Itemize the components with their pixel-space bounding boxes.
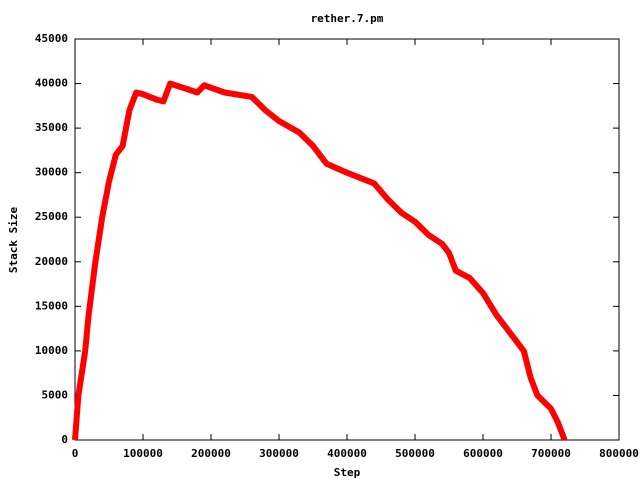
y-tick-label: 30000 xyxy=(35,166,68,179)
x-tick-label: 500000 xyxy=(395,447,435,460)
x-tick-label: 700000 xyxy=(531,447,571,460)
x-axis-label: Step xyxy=(334,466,361,479)
data-line xyxy=(72,80,568,442)
y-tick-label: 40000 xyxy=(35,77,68,90)
y-axis-label: Stack Size xyxy=(7,207,20,274)
y-tick-label: 10000 xyxy=(35,344,68,357)
x-tick-label: 600000 xyxy=(463,447,503,460)
y-tick-label: 35000 xyxy=(35,121,68,134)
x-tick-label: 400000 xyxy=(327,447,367,460)
plot-border xyxy=(74,38,620,441)
y-tick-label: 20000 xyxy=(35,255,68,268)
y-tick-label: 15000 xyxy=(35,299,68,312)
y-tick-label: 45000 xyxy=(35,32,68,45)
x-tick-label: 100000 xyxy=(123,447,163,460)
x-tick-label: 300000 xyxy=(259,447,299,460)
x-tick-label: 200000 xyxy=(191,447,231,460)
chart-title: rether.7.pm xyxy=(311,12,384,25)
y-tick-label: 25000 xyxy=(35,210,68,223)
y-tick-label: 5000 xyxy=(42,388,69,401)
x-tick-label: 0 xyxy=(72,447,79,460)
y-tick-label: 0 xyxy=(61,433,68,446)
x-tick-label: 800000 xyxy=(599,447,639,460)
